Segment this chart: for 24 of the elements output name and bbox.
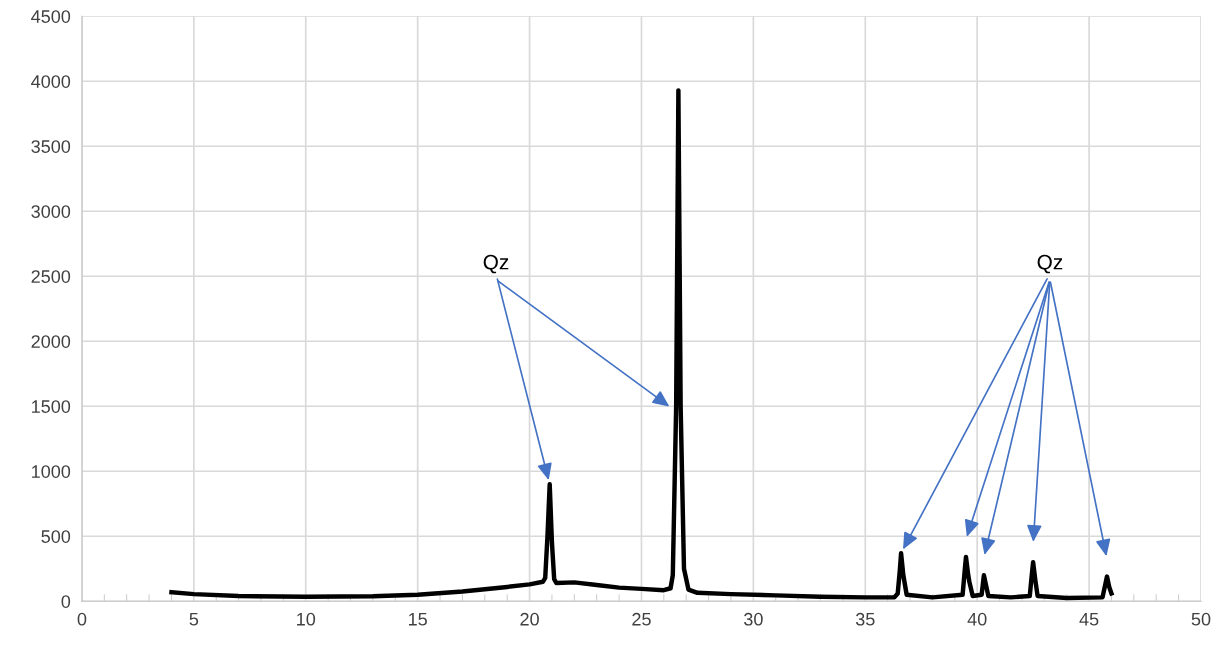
x-tick-label: 20 <box>520 612 539 626</box>
x-tick-label: 0 <box>77 612 87 626</box>
y-tick-label: 3500 <box>31 140 71 153</box>
y-tick-label: 500 <box>41 530 71 543</box>
x-tick-label: 30 <box>744 612 763 626</box>
x-tick-label: 15 <box>408 613 427 626</box>
x-tick-label: 10 <box>297 612 316 626</box>
x-tick-label: 25 <box>632 612 651 626</box>
y-tick-label: 2000 <box>31 335 71 348</box>
y-tick-label: 2500 <box>31 270 71 283</box>
y-tick-label: 1500 <box>32 400 71 413</box>
x-tick-label: 35 <box>855 612 875 626</box>
annotation: Qz <box>483 254 509 274</box>
x-tick-label: 5 <box>189 613 199 626</box>
x-tick-label: 50 <box>1191 612 1211 626</box>
line-series <box>169 88 1114 601</box>
y-tick-label: 0 <box>61 595 71 608</box>
x-tick-label: 40 <box>967 612 987 626</box>
y-tick-label: 4500 <box>31 10 71 23</box>
y-tick-label: 3000 <box>31 205 71 218</box>
y-tick-label: 4000 <box>31 75 71 88</box>
annotation: Qz <box>1037 254 1063 274</box>
x-tick-label: 45 <box>1079 613 1099 626</box>
y-tick-label: 1000 <box>32 465 71 478</box>
